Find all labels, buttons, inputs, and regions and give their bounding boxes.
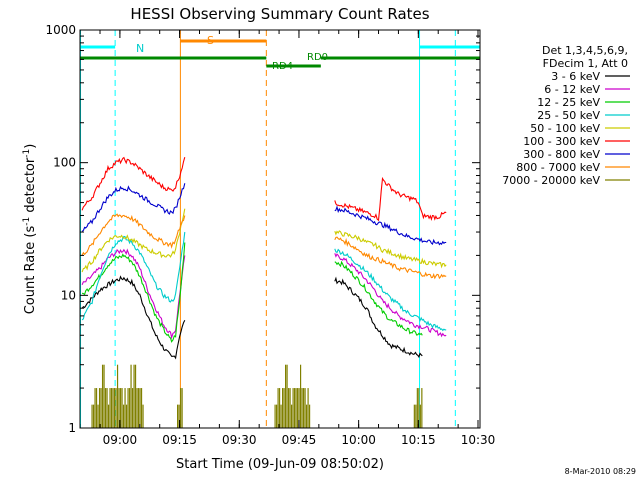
y-axis-label-sup1: -1 [22, 217, 32, 226]
y-axis-label-mid: detector [23, 157, 38, 217]
plot-area [80, 30, 480, 428]
series-line [334, 176, 447, 222]
plot-frame [79, 29, 481, 429]
series-line [334, 276, 423, 359]
series-lines [81, 156, 447, 360]
x-tick-label: 10:30 [461, 433, 496, 447]
x-axis: 09:00 09:15 09:30 09:45 10:00 10:15 10:30 [79, 30, 496, 447]
series-line [334, 230, 447, 269]
series-line [81, 231, 186, 321]
x-tick-label: 09:45 [282, 433, 317, 447]
legend-entry-label: 800 - 7000 keV [516, 161, 600, 174]
flag-label-rd4: RD4 [272, 61, 293, 72]
series-line [334, 205, 447, 246]
y-tick-label: 1000 [45, 23, 76, 37]
y-axis-label: Count Rate (s-1 detector-1) [22, 144, 38, 315]
series-line [81, 183, 186, 232]
x-tick-label: 10:00 [341, 433, 376, 447]
series-line [81, 275, 186, 360]
y-axis-label-main: Count Rate (s [23, 226, 38, 315]
x-axis-label: Start Time (09-Jun-09 08:50:02) [176, 457, 384, 472]
flag-label-rd0: RD0 [307, 52, 328, 63]
legend-entry-label: 50 - 100 keV [530, 122, 600, 135]
legend-entry-label: 100 - 300 keV [523, 135, 600, 148]
x-tick-label: 09:30 [222, 433, 257, 447]
y-tick-label: 10 [61, 288, 76, 302]
x-tick-label: 09:15 [162, 433, 197, 447]
series-line [81, 208, 186, 273]
legend-title-line-1: Det 1,3,4,5,6,9, [542, 44, 628, 57]
y-axis-label-end: ) [23, 144, 38, 149]
x-tick-label: 10:15 [401, 433, 436, 447]
flag-label-s: S [207, 34, 214, 47]
flag-label-n: N [136, 42, 144, 55]
series-line [334, 260, 423, 336]
series-line [334, 248, 447, 332]
chart-title: HESSI Observing Summary Count Rates [130, 5, 429, 23]
flag-lines [80, 30, 480, 428]
legend: Det 1,3,4,5,6,9, FDecim 1, Att 0 3 - 6 k… [502, 44, 630, 187]
legend-title-line-2: FDecim 1, Att 0 [543, 57, 628, 70]
footer-timestamp: 8-Mar-2010 08:29 [565, 467, 636, 476]
series-line [334, 236, 447, 280]
y-axis: 1 10 100 1000 [45, 23, 480, 435]
series-line [81, 213, 186, 256]
series-line [334, 253, 447, 338]
legend-entry-label: 6 - 12 keV [544, 83, 600, 96]
y-tick-label: 100 [53, 156, 76, 170]
series-line [81, 248, 186, 340]
legend-entry-label: 7000 - 20000 keV [502, 174, 600, 187]
legend-entry-label: 25 - 50 keV [537, 109, 600, 122]
legend-entry-label: 3 - 6 keV [551, 70, 600, 83]
y-axis-label-sup2: -1 [22, 149, 32, 158]
legend-entry-label: 12 - 25 keV [537, 96, 600, 109]
low-energy-noise-bars [91, 364, 423, 428]
series-line [81, 156, 186, 211]
y-tick-label: 1 [68, 421, 76, 435]
legend-entry-label: 300 - 800 keV [523, 148, 600, 161]
x-tick-label: 09:00 [103, 433, 138, 447]
